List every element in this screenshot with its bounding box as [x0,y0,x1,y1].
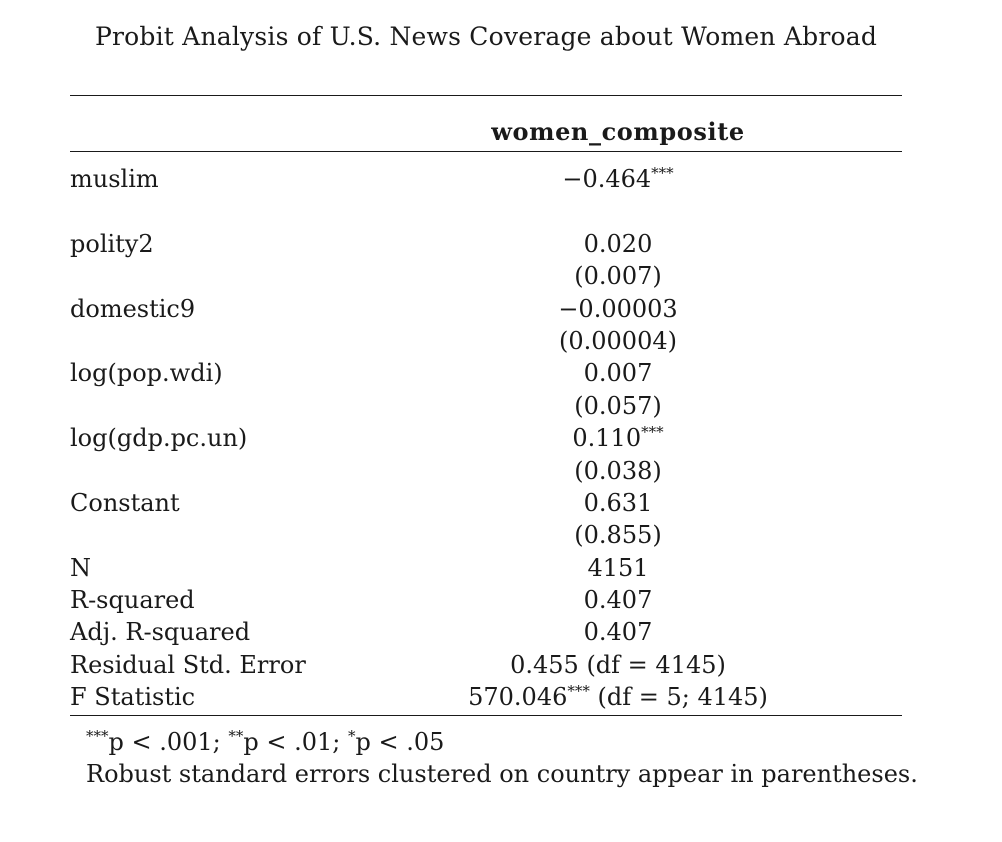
table-row: polity2 0.020 [70,228,902,260]
table-row [70,195,902,227]
row-value: 4151 [418,552,818,584]
table-row: Adj. R-squared 0.407 [70,616,902,648]
header-rule [70,151,902,152]
significance-threshold: p < .001; [108,728,229,756]
significance-stars: *** [641,423,664,442]
row-label: N [70,553,91,582]
coefficient: 0.407 [583,618,653,647]
table-row: Residual Std. Error 0.455 (df = 4145) [70,649,902,681]
table-row: domestic9 −0.00003 [70,293,902,325]
significance-stars: ** [228,727,244,745]
row-value: (0.855) [418,519,818,551]
table-title: Probit Analysis of U.S. News Coverage ab… [94,22,878,51]
row-value: 0.631 [418,487,818,519]
row-label: log(gdp.pc.un) [70,424,248,453]
row-value: (0.057) [418,390,818,422]
row-label: R-squared [70,586,195,615]
row-label: muslim [70,165,159,193]
coefficient: 4151 [587,553,649,582]
row-label: Constant [70,488,180,517]
row-label: Adj. R-squared [70,618,251,647]
column-header-row: women_composite [70,117,902,149]
table-row: N 4151 [70,552,902,584]
row-value: −0.00003 [418,293,818,325]
row-label: Residual Std. Error [70,650,306,679]
table-row: log(gdp.pc.un) 0.110*** [70,422,902,454]
row-label: log(pop.wdi) [70,359,223,388]
coefficient: 0.110 [572,424,642,453]
coefficient: 0.020 [583,229,653,258]
coefficient: (0.00004) [559,326,677,355]
table-row: F Statistic 570.046*** (df = 5; 4145) [70,681,902,713]
table-row: Constant 0.631 [70,487,902,519]
bottom-rule [70,715,902,716]
table-row: (0.057) [70,390,902,422]
significance-stars: *** [86,727,109,745]
table-notes: ***p < .001; **p < .01; *p < .05 Robust … [86,726,918,790]
significance-stars: *** [567,682,590,701]
coefficient: (0.007) [574,262,662,291]
coefficient: (0.057) [574,391,662,420]
row-value-suffix: (df = 5; 4145) [589,683,768,712]
column-header: women_composite [491,117,745,146]
row-label: polity2 [70,229,154,258]
coefficient: 0.455 (df = 4145) [510,650,726,679]
row-value: 570.046*** (df = 5; 4145) [418,681,818,713]
row-value: 0.110*** [418,422,818,454]
table-row: R-squared 0.407 [70,584,902,616]
table-row: (0.007) [70,260,902,292]
table-row: (0.00004) [70,325,902,357]
table-row: (0.038) [70,455,902,487]
row-value: −0.464*** [418,163,818,195]
coefficient: (0.038) [574,456,662,485]
table-row: log(pop.wdi) 0.007 [70,357,902,389]
significance-stars: * [348,727,356,745]
row-value: (0.038) [418,455,818,487]
coefficient: (0.855) [574,521,662,550]
coefficient: 0.007 [583,359,653,388]
coefficient: 0.631 [583,488,653,517]
row-label: F Statistic [70,683,196,712]
row-value: 0.407 [418,584,818,616]
regression-table-body: muslim −0.464*** polity2 0.020 (0.007) domest… [70,163,902,714]
significance-note: ***p < .001; **p < .01; *p < .05 [86,726,918,758]
top-rule [70,95,902,96]
significance-threshold: p < .01; [243,728,349,756]
row-value: 0.007 [418,357,818,389]
table-row: (0.855) [70,519,902,551]
coefficient: −0.464 [562,165,652,193]
coefficient: 0.407 [583,586,653,615]
significance-threshold: p < .05 [355,728,445,756]
significance-stars: *** [651,164,674,182]
row-value: (0.007) [418,260,818,292]
coefficient: 570.046 [468,683,568,712]
table-row: muslim −0.464*** [70,163,902,195]
row-value: 0.455 (df = 4145) [418,649,818,681]
row-value: 0.407 [418,616,818,648]
coefficient: −0.00003 [558,294,678,323]
row-label: domestic9 [70,294,196,323]
row-value: (0.00004) [418,325,818,357]
row-value: 0.020 [418,228,818,260]
footnote: Robust standard errors clustered on coun… [86,760,918,788]
